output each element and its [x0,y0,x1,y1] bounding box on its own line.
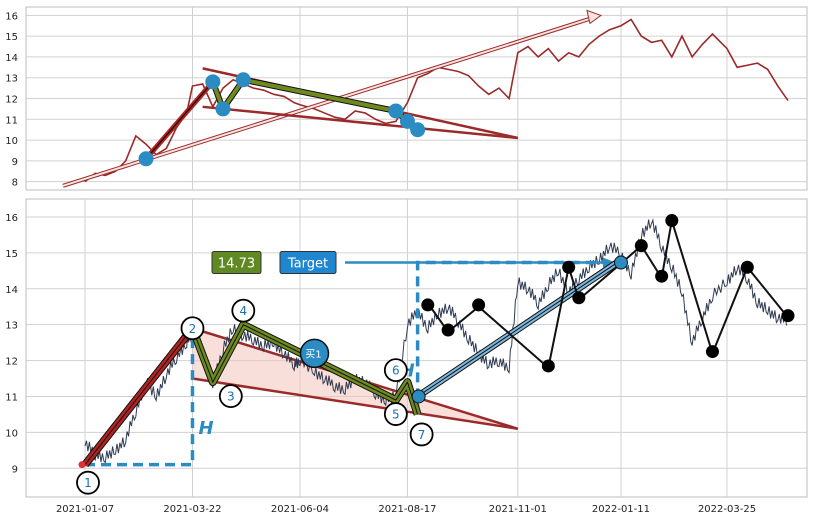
target-dot [613,255,628,270]
black-pivot-dot [634,239,648,253]
top-pivot-point [235,72,251,88]
bottom-xtick-label: 2021-03-22 [163,504,221,515]
numbered-marker-label: 2 [189,322,197,336]
top-ytick-label: 15 [5,32,18,43]
numbered-marker-label: 4 [240,304,248,318]
top-pivot-point [410,122,426,138]
black-pivot-dot [572,291,586,305]
target-label-text: Target [287,257,328,272]
target-label-box [279,251,337,275]
black-pivot-dot [705,345,719,359]
top-triangle-lower [202,105,518,140]
top-arrow-head [586,9,603,25]
blue-leg-core [417,259,622,397]
top-ytick-label: 13 [5,74,18,85]
breakout-dot [411,389,426,404]
bottom-ytick-label: 13 [5,321,18,332]
bottom-ytick-label: 15 [5,249,18,260]
bottom-ytick-label: 14 [5,285,18,296]
black-pivot-dot [740,260,754,274]
black-pivot-dot [421,298,435,312]
top-ytick-label: 8 [12,178,18,189]
height-dashed-line-1 [85,328,195,467]
numbered-marker-label: 1 [84,476,92,490]
black-pivot-dot [665,214,679,228]
bottom-xtick-label: 2021-08-17 [378,504,436,515]
black-pivot-dot [655,269,669,283]
top-pivot-point [388,103,404,119]
target-value-box [211,251,262,275]
numbered-marker [76,470,100,495]
black-pivot-dot [472,298,486,312]
black-pivot-dot [562,260,576,274]
bottom-ytick-label: 10 [5,428,18,439]
top-ytick-label: 12 [5,95,18,106]
bottom-ytick-label: 9 [12,464,18,475]
top-panel: 8 9 10 11 12 13 14 15 16 [5,6,808,191]
black-pivot-dot [781,309,795,323]
numbered-marker [231,298,256,323]
top-ytick-label: 14 [5,53,18,64]
bottom-xtick-label: 2021-01-07 [56,504,114,515]
numbered-marker-label: 3 [227,390,235,404]
bottom-ytick-label: 16 [5,213,18,224]
numbered-marker [218,384,243,409]
height-label-1: H [198,418,213,439]
top-pivot-point [205,74,221,90]
top-red-leg-core [145,81,214,160]
top-ytick-label: 16 [5,11,18,22]
top-pivot-point [138,151,154,167]
top-ytick-label: 9 [12,157,18,168]
numbered-marker [409,422,434,447]
bottom-ytick-label: 11 [5,392,18,403]
bottom-xtick-label: 2022-03-25 [698,504,756,515]
numbered-marker-label: 7 [418,428,426,442]
red-leg-core [84,327,193,465]
bottom-xtick-label: 2021-06-04 [271,504,329,515]
top-pivot-point [399,113,415,129]
numbered-marker-label: 5 [392,408,400,422]
triangle-lower-line [192,377,519,431]
top-ytick-label: 11 [5,115,18,126]
top-pivot-point [215,101,231,117]
numbered-marker [383,402,408,426]
target-value-text: 14.73 [218,257,255,272]
start-dot [78,461,86,469]
numbered-marker [383,358,408,383]
target-arrow-head [602,257,615,268]
numbered-marker [180,316,205,341]
numbered-marker-label: 6 [392,364,400,378]
buy-marker [299,338,330,369]
bottom-ytick-label: 12 [5,357,18,368]
buy-marker-label: 买1 [305,348,321,360]
bottom-xtick-label: 2022-01-11 [592,504,650,515]
bottom-xtick-label: 2021-11-01 [489,504,547,515]
top-ytick-label: 10 [5,136,18,147]
black-pivot-dot [541,359,555,373]
black-pivot-dot [441,323,455,337]
